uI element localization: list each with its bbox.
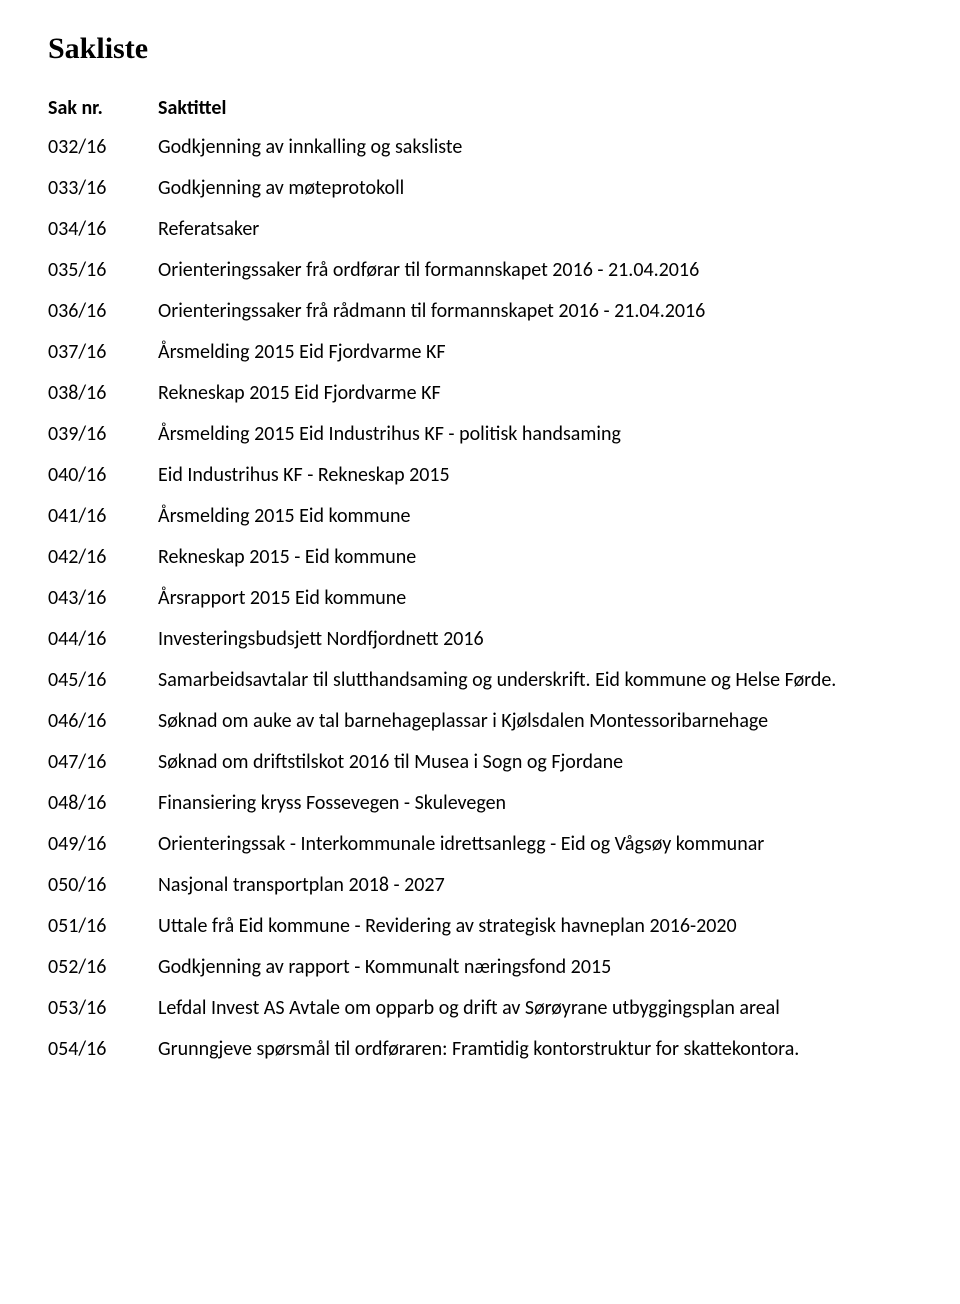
col-header-saktittel: Saktittel (158, 90, 912, 128)
cell-saktittel: Årsmelding 2015 Eid kommune (158, 497, 912, 538)
cell-saknr: 052/16 (48, 948, 158, 989)
cell-saknr: 043/16 (48, 579, 158, 620)
cell-saktittel: Godkjenning av møteprotokoll (158, 169, 912, 210)
table-row: 034/16Referatsaker (48, 210, 912, 251)
cell-saknr: 051/16 (48, 907, 158, 948)
cell-saknr: 041/16 (48, 497, 158, 538)
cell-saknr: 032/16 (48, 128, 158, 169)
table-row: 040/16Eid Industrihus KF - Rekneskap 201… (48, 456, 912, 497)
cell-saknr: 035/16 (48, 251, 158, 292)
cell-saknr: 047/16 (48, 743, 158, 784)
cell-saktittel: Samarbeidsavtalar til slutthandsaming og… (158, 661, 912, 702)
cell-saktittel: Lefdal Invest AS Avtale om opparb og dri… (158, 989, 912, 1030)
table-row: 047/16Søknad om driftstilskot 2016 til M… (48, 743, 912, 784)
cell-saknr: 054/16 (48, 1030, 158, 1071)
table-row: 035/16Orienteringssaker frå ordførar til… (48, 251, 912, 292)
cell-saknr: 036/16 (48, 292, 158, 333)
table-row: 051/16Uttale frå Eid kommune - Reviderin… (48, 907, 912, 948)
cell-saktittel: Eid Industrihus KF - Rekneskap 2015 (158, 456, 912, 497)
cell-saknr: 049/16 (48, 825, 158, 866)
cell-saktittel: Søknad om driftstilskot 2016 til Musea i… (158, 743, 912, 784)
cell-saknr: 033/16 (48, 169, 158, 210)
cell-saktittel: Finansiering kryss Fossevegen - Skuleveg… (158, 784, 912, 825)
table-row: 041/16Årsmelding 2015 Eid kommune (48, 497, 912, 538)
table-row: 033/16Godkjenning av møteprotokoll (48, 169, 912, 210)
cell-saktittel: Årsmelding 2015 Eid Fjordvarme KF (158, 333, 912, 374)
table-row: 044/16Investeringsbudsjett Nordfjordnett… (48, 620, 912, 661)
sakliste-table: Sak nr. Saktittel 032/16Godkjenning av i… (48, 90, 912, 1071)
table-row: 043/16Årsrapport 2015 Eid kommune (48, 579, 912, 620)
table-row: 048/16Finansiering kryss Fossevegen - Sk… (48, 784, 912, 825)
table-row: 038/16Rekneskap 2015 Eid Fjordvarme KF (48, 374, 912, 415)
cell-saktittel: Orienteringssaker frå ordførar til forma… (158, 251, 912, 292)
cell-saknr: 053/16 (48, 989, 158, 1030)
table-header-row: Sak nr. Saktittel (48, 90, 912, 128)
cell-saktittel: Årsrapport 2015 Eid kommune (158, 579, 912, 620)
cell-saktittel: Godkjenning av innkalling og saksliste (158, 128, 912, 169)
cell-saknr: 040/16 (48, 456, 158, 497)
cell-saktittel: Søknad om auke av tal barnehageplassar i… (158, 702, 912, 743)
cell-saktittel: Orienteringssaker frå rådmann til forman… (158, 292, 912, 333)
table-row: 049/16Orienteringssak - Interkommunale i… (48, 825, 912, 866)
cell-saknr: 039/16 (48, 415, 158, 456)
cell-saktittel: Referatsaker (158, 210, 912, 251)
table-row: 045/16Samarbeidsavtalar til slutthandsam… (48, 661, 912, 702)
page-title: Sakliste (48, 32, 912, 66)
cell-saktittel: Rekneskap 2015 - Eid kommune (158, 538, 912, 579)
cell-saknr: 034/16 (48, 210, 158, 251)
cell-saknr: 042/16 (48, 538, 158, 579)
cell-saktittel: Grunngjeve spørsmål til ordføraren: Fram… (158, 1030, 912, 1071)
cell-saktittel: Årsmelding 2015 Eid Industrihus KF - pol… (158, 415, 912, 456)
table-row: 036/16Orienteringssaker frå rådmann til … (48, 292, 912, 333)
cell-saktittel: Investeringsbudsjett Nordfjordnett 2016 (158, 620, 912, 661)
cell-saktittel: Uttale frå Eid kommune - Revidering av s… (158, 907, 912, 948)
table-row: 050/16Nasjonal transportplan 2018 - 2027 (48, 866, 912, 907)
table-row: 054/16Grunngjeve spørsmål til ordføraren… (48, 1030, 912, 1071)
table-row: 042/16Rekneskap 2015 - Eid kommune (48, 538, 912, 579)
table-row: 052/16Godkjenning av rapport - Kommunalt… (48, 948, 912, 989)
cell-saknr: 048/16 (48, 784, 158, 825)
table-row: 053/16Lefdal Invest AS Avtale om opparb … (48, 989, 912, 1030)
cell-saktittel: Rekneskap 2015 Eid Fjordvarme KF (158, 374, 912, 415)
cell-saknr: 038/16 (48, 374, 158, 415)
cell-saktittel: Nasjonal transportplan 2018 - 2027 (158, 866, 912, 907)
table-row: 037/16Årsmelding 2015 Eid Fjordvarme KF (48, 333, 912, 374)
cell-saknr: 045/16 (48, 661, 158, 702)
table-row: 039/16Årsmelding 2015 Eid Industrihus KF… (48, 415, 912, 456)
cell-saknr: 046/16 (48, 702, 158, 743)
cell-saknr: 044/16 (48, 620, 158, 661)
cell-saknr: 050/16 (48, 866, 158, 907)
table-row: 032/16Godkjenning av innkalling og saksl… (48, 128, 912, 169)
table-row: 046/16Søknad om auke av tal barnehagepla… (48, 702, 912, 743)
cell-saknr: 037/16 (48, 333, 158, 374)
col-header-saknr: Sak nr. (48, 90, 158, 128)
cell-saktittel: Godkjenning av rapport - Kommunalt nærin… (158, 948, 912, 989)
cell-saktittel: Orienteringssak - Interkommunale idretts… (158, 825, 912, 866)
